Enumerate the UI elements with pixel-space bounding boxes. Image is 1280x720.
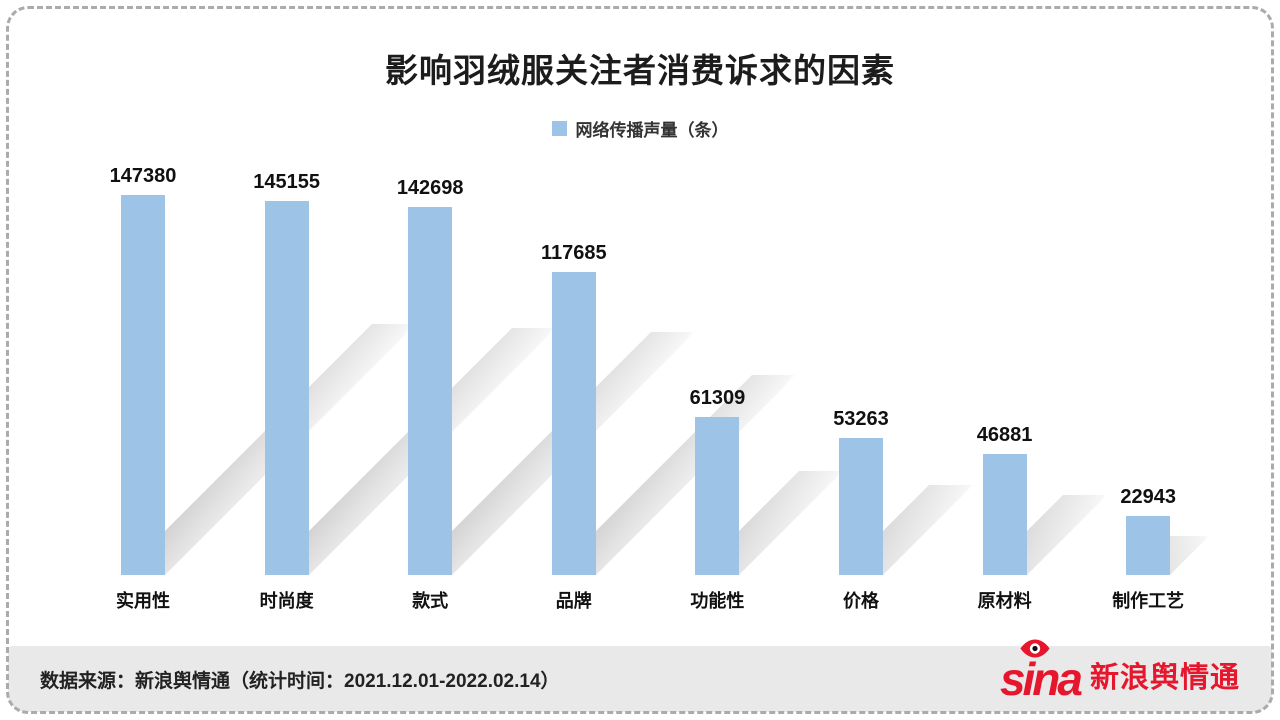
bar-column: 142698 款式	[359, 177, 696, 611]
category-label: 时尚度	[259, 591, 314, 611]
bar-column: 53263 价格	[790, 408, 973, 611]
legend-label: 网络传播声量（条）	[575, 121, 729, 140]
bar-column: 61309 功能性	[646, 387, 844, 611]
sina-logo: sina 新浪舆情通	[1000, 639, 1240, 702]
bar	[408, 207, 453, 575]
bar	[1126, 516, 1171, 575]
category-label: 款式	[412, 591, 449, 611]
bar-column: 145155 时尚度	[216, 171, 556, 611]
bar-column: 147380 实用性	[72, 165, 416, 611]
chart-legend: 网络传播声量（条）	[0, 116, 1280, 141]
value-label: 117685	[540, 242, 607, 264]
legend-swatch	[551, 121, 567, 136]
value-label: 61309	[689, 387, 746, 409]
bar	[264, 201, 309, 575]
value-label: 46881	[976, 424, 1033, 446]
bar-column: 22943 制作工艺	[1077, 486, 1219, 611]
sina-brand-text: 新浪舆情通	[1089, 662, 1240, 694]
bar	[695, 417, 740, 575]
bar	[982, 454, 1027, 575]
category-label: 品牌	[555, 591, 592, 611]
value-label: 22943	[1120, 486, 1176, 508]
category-label: 制作工艺	[1112, 591, 1185, 611]
bar	[121, 195, 165, 575]
bar	[551, 272, 596, 575]
category-label: 功能性	[690, 591, 745, 611]
sina-text: sina	[999, 653, 1083, 705]
value-label: 142698	[396, 177, 464, 199]
category-label: 价格	[843, 591, 879, 611]
footer-bar: 数据来源：新浪舆情通（统计时间：2021.12.01-2022.02.14） s…	[8, 639, 1272, 712]
bar-column: 117685 品牌	[503, 242, 796, 611]
value-label: 145155	[253, 171, 320, 193]
data-source-text: 数据来源：新浪舆情通（统计时间：2021.12.01-2022.02.14）	[40, 670, 560, 692]
bar-column: 46881 原材料	[934, 424, 1107, 611]
value-label: 147380	[109, 165, 177, 187]
category-label: 原材料	[977, 591, 1032, 611]
sina-eye-icon	[1020, 639, 1050, 658]
bar	[839, 438, 883, 575]
category-label: 实用性	[116, 591, 170, 611]
sina-wordmark: sina	[1000, 639, 1083, 702]
value-label: 53263	[833, 408, 889, 430]
chart-title: 影响羽绒服关注者消费诉求的因素	[385, 52, 895, 89]
